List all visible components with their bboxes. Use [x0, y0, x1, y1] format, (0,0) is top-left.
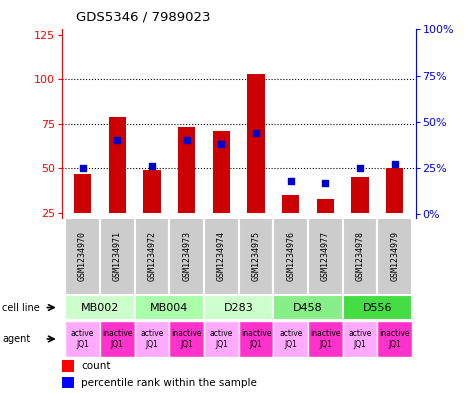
- Text: GSM1234978: GSM1234978: [356, 231, 365, 281]
- Point: [114, 137, 121, 143]
- FancyBboxPatch shape: [204, 218, 238, 295]
- Text: GSM1234976: GSM1234976: [286, 231, 295, 281]
- FancyBboxPatch shape: [343, 218, 378, 295]
- Text: GSM1234972: GSM1234972: [147, 231, 156, 281]
- Bar: [386, 168, 403, 213]
- Text: GSM1234971: GSM1234971: [113, 231, 122, 281]
- FancyBboxPatch shape: [274, 321, 308, 357]
- Point: [391, 162, 399, 168]
- Text: agent: agent: [2, 334, 30, 344]
- Text: D458: D458: [293, 303, 323, 312]
- Text: active
JQ1: active JQ1: [279, 329, 303, 349]
- FancyBboxPatch shape: [204, 321, 238, 357]
- FancyBboxPatch shape: [274, 295, 343, 320]
- Bar: [247, 74, 265, 213]
- Text: active
JQ1: active JQ1: [349, 329, 372, 349]
- Bar: [109, 117, 126, 213]
- Bar: [74, 174, 91, 213]
- FancyBboxPatch shape: [378, 321, 412, 357]
- Point: [183, 137, 190, 143]
- Bar: [282, 195, 299, 213]
- Point: [287, 178, 294, 184]
- Bar: [178, 127, 195, 213]
- FancyBboxPatch shape: [274, 218, 308, 295]
- Text: cell line: cell line: [2, 303, 40, 312]
- Bar: [62, 360, 74, 372]
- Text: active
JQ1: active JQ1: [140, 329, 164, 349]
- FancyBboxPatch shape: [134, 295, 204, 320]
- Text: GSM1234974: GSM1234974: [217, 231, 226, 281]
- FancyBboxPatch shape: [308, 218, 343, 295]
- FancyBboxPatch shape: [169, 321, 204, 357]
- FancyBboxPatch shape: [169, 218, 204, 295]
- Text: MB004: MB004: [150, 303, 189, 312]
- FancyBboxPatch shape: [134, 321, 169, 357]
- Bar: [143, 170, 161, 213]
- Text: percentile rank within the sample: percentile rank within the sample: [81, 378, 257, 387]
- Text: inactive
JQ1: inactive JQ1: [241, 329, 271, 349]
- Text: MB002: MB002: [81, 303, 119, 312]
- FancyBboxPatch shape: [134, 218, 169, 295]
- Point: [252, 130, 260, 136]
- Text: GSM1234973: GSM1234973: [182, 231, 191, 281]
- FancyBboxPatch shape: [204, 295, 274, 320]
- Point: [148, 163, 156, 169]
- Text: GSM1234979: GSM1234979: [390, 231, 399, 281]
- Text: GDS5346 / 7989023: GDS5346 / 7989023: [76, 11, 210, 24]
- Text: D283: D283: [224, 303, 254, 312]
- FancyBboxPatch shape: [100, 321, 134, 357]
- Bar: [317, 198, 334, 213]
- Text: GSM1234970: GSM1234970: [78, 231, 87, 281]
- Text: inactive
JQ1: inactive JQ1: [102, 329, 133, 349]
- Text: GSM1234975: GSM1234975: [252, 231, 260, 281]
- FancyBboxPatch shape: [65, 321, 100, 357]
- Point: [79, 165, 86, 171]
- FancyBboxPatch shape: [343, 295, 412, 320]
- Text: GSM1234977: GSM1234977: [321, 231, 330, 281]
- Bar: [213, 131, 230, 213]
- FancyBboxPatch shape: [65, 295, 134, 320]
- Point: [218, 141, 225, 147]
- FancyBboxPatch shape: [308, 321, 343, 357]
- Bar: [62, 376, 74, 388]
- Bar: [352, 177, 369, 213]
- Text: D556: D556: [363, 303, 392, 312]
- Point: [322, 180, 329, 186]
- Text: count: count: [81, 361, 111, 371]
- Point: [356, 165, 364, 171]
- Text: inactive
JQ1: inactive JQ1: [171, 329, 202, 349]
- Text: inactive
JQ1: inactive JQ1: [310, 329, 341, 349]
- FancyBboxPatch shape: [378, 218, 412, 295]
- Text: inactive
JQ1: inactive JQ1: [380, 329, 410, 349]
- FancyBboxPatch shape: [343, 321, 378, 357]
- FancyBboxPatch shape: [65, 218, 100, 295]
- FancyBboxPatch shape: [238, 218, 274, 295]
- FancyBboxPatch shape: [238, 321, 274, 357]
- Text: active
JQ1: active JQ1: [209, 329, 233, 349]
- Text: active
JQ1: active JQ1: [71, 329, 94, 349]
- FancyBboxPatch shape: [100, 218, 134, 295]
